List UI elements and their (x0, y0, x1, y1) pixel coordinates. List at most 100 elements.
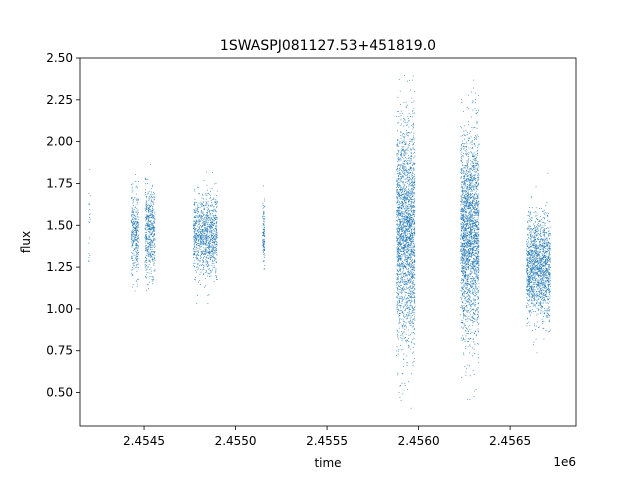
data-point (148, 204, 150, 206)
data-point (402, 247, 404, 248)
data-point (404, 119, 406, 121)
data-point (132, 258, 133, 260)
data-point (411, 250, 413, 251)
data-point (465, 150, 467, 152)
data-point (405, 101, 407, 103)
data-point (410, 235, 412, 237)
data-point (400, 227, 401, 228)
data-point (413, 235, 415, 236)
data-point (462, 211, 464, 212)
data-point (215, 225, 217, 226)
data-point (469, 232, 471, 234)
data-point (413, 189, 414, 191)
data-point (464, 240, 466, 242)
data-point (406, 220, 408, 222)
data-point (211, 251, 212, 253)
data-point (400, 277, 402, 278)
data-point (200, 209, 202, 211)
data-point (411, 251, 412, 253)
data-point (212, 219, 214, 221)
data-point (467, 298, 469, 300)
data-point (132, 250, 134, 251)
data-point (200, 236, 202, 238)
data-point (409, 192, 411, 194)
data-point (412, 128, 414, 130)
data-point (411, 220, 413, 222)
data-point (400, 307, 402, 309)
data-point (203, 236, 205, 238)
data-point (410, 89, 411, 91)
data-point (397, 224, 399, 226)
data-point (404, 172, 406, 173)
data-point (151, 240, 152, 241)
data-point (476, 175, 478, 177)
data-point (412, 178, 413, 180)
data-point (214, 218, 216, 219)
data-point (468, 315, 470, 317)
data-point (397, 158, 399, 160)
data-point (412, 219, 414, 221)
data-point (400, 285, 402, 287)
data-point (151, 199, 152, 201)
data-point (410, 221, 412, 223)
data-point (412, 148, 414, 150)
data-point (396, 254, 398, 256)
data-point (197, 243, 198, 245)
data-point (154, 239, 156, 240)
data-point (467, 255, 469, 257)
data-point (474, 209, 476, 211)
data-point (401, 243, 402, 245)
data-point (204, 223, 205, 225)
data-point (399, 310, 401, 312)
data-point (463, 238, 465, 240)
data-point (411, 97, 413, 99)
data-point (413, 209, 415, 211)
data-point (477, 255, 479, 257)
data-point (208, 216, 209, 218)
data-point (401, 187, 403, 189)
data-point (211, 205, 213, 206)
data-point (401, 382, 403, 384)
data-point (411, 238, 412, 240)
data-point (264, 198, 265, 200)
data-point (205, 223, 206, 225)
data-point (399, 112, 401, 114)
data-point (401, 272, 403, 274)
data-point (462, 215, 464, 217)
data-point (398, 255, 400, 256)
data-point (410, 240, 412, 242)
data-point (397, 153, 399, 155)
data-point (405, 261, 407, 262)
data-point (402, 175, 404, 176)
data-point (460, 176, 462, 177)
data-point (409, 213, 411, 215)
data-point (145, 248, 147, 250)
data-point (408, 273, 409, 275)
data-point (396, 179, 398, 181)
data-point (473, 247, 475, 249)
data-point (404, 302, 406, 304)
data-point (408, 263, 410, 265)
data-point (215, 233, 216, 235)
data-point (193, 212, 195, 213)
data-point (397, 334, 399, 336)
data-point (407, 162, 409, 164)
data-point (197, 255, 199, 256)
data-point (212, 238, 214, 240)
data-point (203, 253, 205, 255)
data-point (406, 131, 408, 133)
data-point (403, 331, 404, 333)
data-point (145, 239, 147, 240)
data-point (207, 240, 209, 241)
data-point (203, 221, 205, 223)
data-point (466, 274, 468, 276)
data-point (409, 311, 410, 313)
data-point (398, 182, 400, 183)
data-point (401, 212, 402, 214)
data-point (413, 266, 415, 268)
data-point (200, 237, 202, 239)
data-point (413, 135, 414, 137)
data-point (461, 127, 463, 129)
data-point (131, 256, 133, 258)
data-point (137, 226, 139, 228)
